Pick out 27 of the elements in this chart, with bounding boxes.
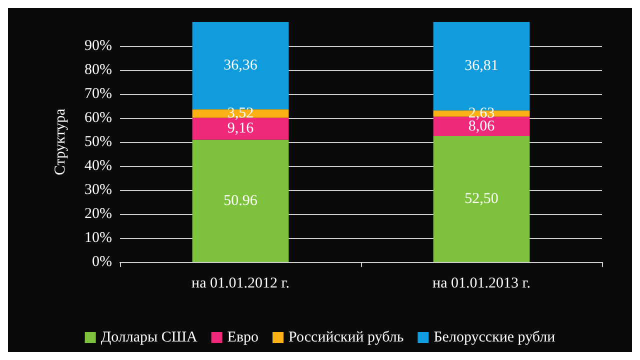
x-tick-label: на 01.01.2013 г. [432, 276, 530, 292]
legend-label: Доллары США [100, 330, 198, 346]
data-label: 9,16 [227, 120, 254, 137]
data-label: 36,81 [464, 58, 498, 74]
bar [192, 22, 289, 110]
data-label: 36,36 [224, 58, 258, 74]
data-label: 8,06 [468, 118, 496, 134]
y-tick-label: 30% [84, 182, 112, 198]
data-label: 52,50 [464, 191, 498, 207]
y-tick-label: 90% [84, 38, 112, 54]
y-tick-label: 20% [84, 206, 112, 222]
y-tick-label: 70% [84, 86, 112, 102]
legend-label: Евро [227, 330, 259, 346]
y-tick-label: 80% [84, 62, 112, 78]
y-tick-label: 60% [84, 110, 112, 126]
y-axis-title: Структура [52, 108, 68, 176]
data-label: 3,52 [227, 105, 254, 122]
legend-label: Российский рубль [288, 330, 404, 346]
bar [433, 136, 530, 262]
legend-label: Белорусские рубли [434, 330, 556, 346]
x-tick-label: на 01.01.2012 г. [192, 276, 290, 292]
y-tick-label: 40% [84, 158, 112, 174]
y-tick-label: 0% [92, 254, 112, 270]
y-tick-label: 50% [84, 134, 112, 150]
data-label: 50.96 [224, 192, 258, 209]
y-tick-label: 10% [84, 230, 112, 246]
bar [192, 140, 289, 262]
